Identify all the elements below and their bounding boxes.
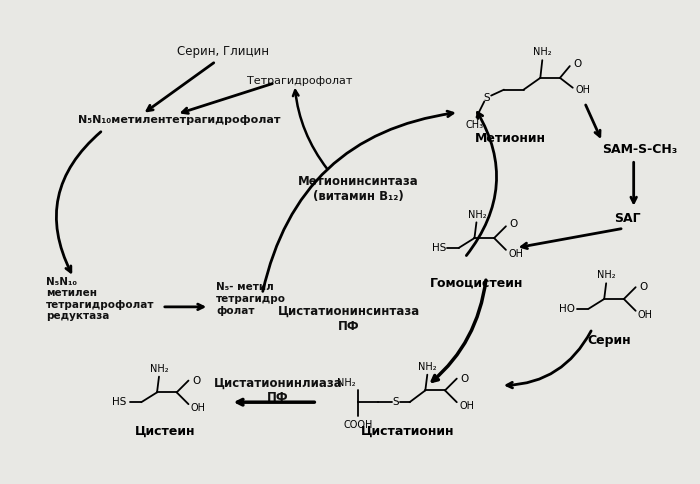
Text: NH₂: NH₂ [597, 271, 615, 280]
Text: O: O [461, 374, 469, 384]
Text: NH₂: NH₂ [150, 364, 168, 374]
Text: SAГ: SAГ [614, 212, 640, 225]
Text: OH: OH [191, 403, 206, 413]
Text: O: O [510, 219, 518, 229]
Text: O: O [573, 59, 582, 69]
Text: NH₂: NH₂ [533, 47, 552, 57]
Text: N₅- метил
тетрагидро
фолат: N₅- метил тетрагидро фолат [216, 282, 286, 316]
Text: Метионинсинтаза
(витамин B₁₂): Метионинсинтаза (витамин B₁₂) [298, 175, 419, 203]
Text: NH₂: NH₂ [468, 211, 486, 221]
Text: HO: HO [559, 304, 575, 314]
Text: Тетрагидрофолат: Тетрагидрофолат [247, 76, 352, 86]
Text: SAM-S-CH₃: SAM-S-CH₃ [602, 143, 678, 156]
Text: N₅N₁₀
метилен
тетрагидрофолат
редуктаза: N₅N₁₀ метилен тетрагидрофолат редуктаза [46, 276, 155, 321]
Text: HS: HS [113, 397, 127, 407]
Text: Серин: Серин [587, 334, 631, 347]
Text: CH₃: CH₃ [466, 120, 484, 130]
Text: O: O [193, 376, 200, 386]
Text: Цистатионинлиаза
ПФ: Цистатионинлиаза ПФ [214, 377, 342, 405]
Text: OH: OH [575, 85, 590, 95]
Text: Цистатионин: Цистатионин [361, 425, 454, 438]
Text: OH: OH [459, 401, 474, 411]
Text: N₅N₁₀метилентетрагидрофолат: N₅N₁₀метилентетрагидрофолат [78, 115, 281, 125]
Text: O: O [639, 282, 648, 292]
Text: OH: OH [638, 310, 653, 320]
Text: S: S [483, 92, 489, 103]
Text: S: S [393, 397, 399, 407]
Text: Серин, Глицин: Серин, Глицин [177, 45, 269, 58]
Text: HS: HS [432, 243, 447, 253]
Text: Цистатионинсинтаза
ПФ: Цистатионинсинтаза ПФ [277, 304, 420, 333]
Text: COOH: COOH [344, 420, 373, 430]
Text: NH₂: NH₂ [418, 362, 437, 372]
Text: NH₂: NH₂ [337, 378, 356, 388]
Text: Метионин: Метионин [475, 132, 546, 145]
Text: OH: OH [508, 249, 523, 259]
Text: Гомоцистеин: Гомоцистеин [430, 277, 523, 290]
Text: Цистеин: Цистеин [134, 425, 195, 438]
